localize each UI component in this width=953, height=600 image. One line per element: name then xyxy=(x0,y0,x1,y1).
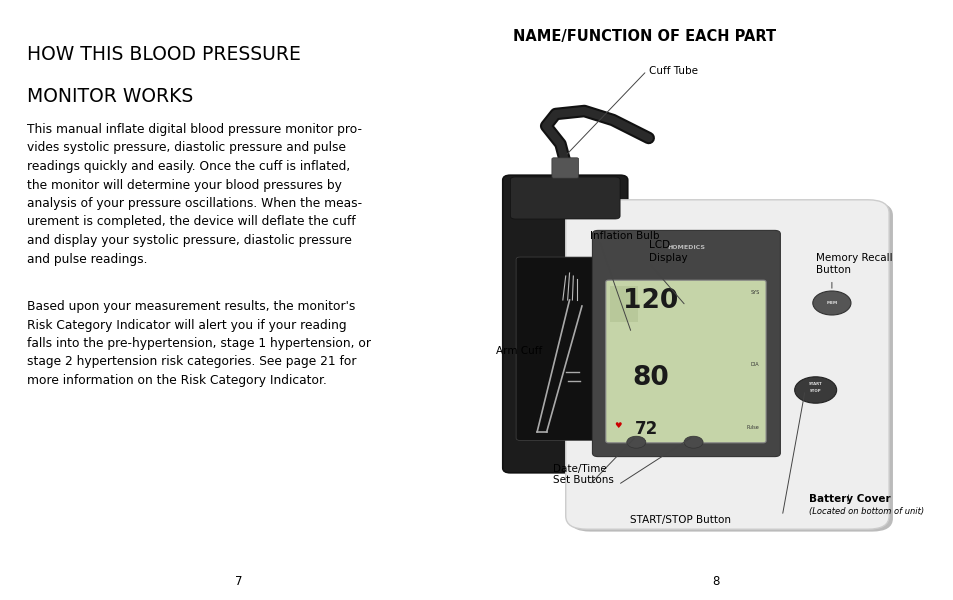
Text: Display: Display xyxy=(648,253,686,263)
Text: 7: 7 xyxy=(234,575,242,588)
Text: HOMEDICS: HOMEDICS xyxy=(667,245,704,250)
FancyBboxPatch shape xyxy=(565,200,888,529)
Text: This manual inflate digital blood pressure monitor pro-
vides systolic pressure,: This manual inflate digital blood pressu… xyxy=(27,123,361,265)
Text: Based upon your measurement results, the monitor's
Risk Category Indicator will : Based upon your measurement results, the… xyxy=(27,300,371,387)
Circle shape xyxy=(683,436,702,448)
Text: DIA: DIA xyxy=(750,361,759,367)
Text: NAME/FUNCTION OF EACH PART: NAME/FUNCTION OF EACH PART xyxy=(513,29,776,44)
Text: SYS: SYS xyxy=(749,290,759,295)
FancyBboxPatch shape xyxy=(609,286,638,322)
Text: Arm Cuff: Arm Cuff xyxy=(496,346,541,356)
Text: MEM: MEM xyxy=(825,301,837,305)
FancyBboxPatch shape xyxy=(605,280,765,443)
Text: STOP: STOP xyxy=(809,389,821,393)
FancyBboxPatch shape xyxy=(551,158,578,178)
Text: ♥: ♥ xyxy=(614,421,621,430)
Circle shape xyxy=(626,436,645,448)
Text: Battery Cover: Battery Cover xyxy=(808,494,890,504)
FancyBboxPatch shape xyxy=(569,202,892,532)
Text: Cuff Tube: Cuff Tube xyxy=(648,66,697,76)
Text: Date/Time: Date/Time xyxy=(553,464,606,474)
Text: MONITOR WORKS: MONITOR WORKS xyxy=(27,87,193,106)
Text: Memory Recall: Memory Recall xyxy=(815,253,891,263)
Text: START: START xyxy=(808,382,821,386)
Text: 80: 80 xyxy=(631,365,668,391)
Text: 120: 120 xyxy=(622,288,678,314)
Text: Button: Button xyxy=(815,265,850,275)
FancyBboxPatch shape xyxy=(516,257,614,440)
Text: HOW THIS BLOOD PRESSURE: HOW THIS BLOOD PRESSURE xyxy=(27,45,300,64)
Text: Pulse: Pulse xyxy=(746,425,759,430)
Text: 8: 8 xyxy=(711,575,719,588)
Circle shape xyxy=(812,291,850,315)
FancyBboxPatch shape xyxy=(510,177,619,219)
Text: Inflation Bulb: Inflation Bulb xyxy=(589,231,659,241)
Text: Set Buttons: Set Buttons xyxy=(553,475,614,485)
Text: 72: 72 xyxy=(635,420,658,438)
Text: (Located on bottom of unit): (Located on bottom of unit) xyxy=(808,506,923,515)
Text: START/STOP Button: START/STOP Button xyxy=(629,515,730,525)
Circle shape xyxy=(794,377,836,403)
FancyBboxPatch shape xyxy=(592,230,780,457)
Text: LCD: LCD xyxy=(648,240,669,250)
FancyBboxPatch shape xyxy=(502,175,627,473)
